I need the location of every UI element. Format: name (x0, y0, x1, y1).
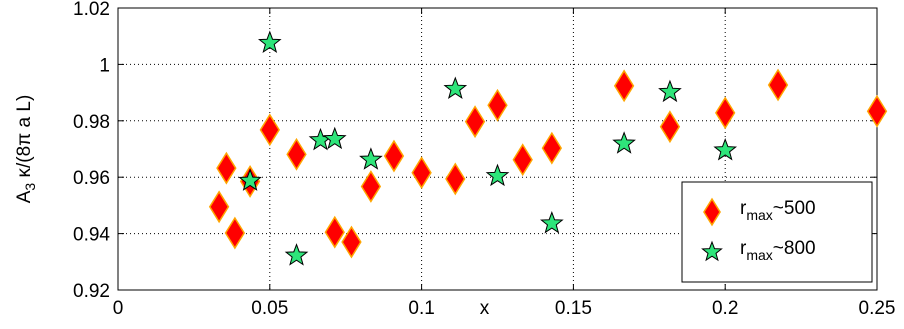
legend-box (681, 181, 873, 283)
data-point-star (284, 243, 309, 266)
x-tick-label: 0.1 (408, 298, 434, 319)
data-point-diamond (341, 225, 362, 259)
data-point-diamond (866, 94, 888, 128)
data-point-star (443, 76, 468, 99)
data-point-star (257, 30, 282, 54)
plot-frame (117, 7, 878, 291)
legend-marker-star (701, 240, 723, 262)
data-point-diamond (216, 151, 237, 185)
data-point-diamond (464, 105, 486, 139)
data-marks (208, 30, 888, 266)
x-tick-label: 0.25 (859, 298, 896, 319)
data-point-diamond (383, 139, 405, 173)
data-point-diamond (411, 156, 432, 190)
tick-labels: 0 0.05 0.1 0.15 0.2 0.25 0.92 0.94 0.96 0.98 1 1.02 (73, 0, 895, 319)
data-point-diamond (541, 131, 563, 165)
y-axis-label-sub: 3 (22, 183, 38, 191)
legend: rmax~500 rmax~800 (681, 181, 873, 283)
data-point-diamond (286, 137, 307, 171)
y-axis-label-tail: κ/(8π a L) (14, 95, 35, 183)
data-point-star (308, 127, 333, 151)
data-point-diamond (208, 190, 230, 224)
y-tick-label: 1.02 (73, 0, 110, 20)
data-point-star (322, 126, 347, 150)
x-tick-label: 0.15 (555, 298, 592, 319)
data-point-star (713, 137, 738, 161)
y-tick-label: 0.94 (73, 225, 110, 246)
data-point-diamond (659, 110, 681, 144)
data-point-diamond (715, 96, 736, 130)
data-point-diamond (224, 216, 246, 250)
x-tick-label: 0 (113, 298, 124, 319)
y-tick-label: 0.98 (73, 112, 110, 133)
data-point-diamond (487, 88, 508, 122)
y-tick-label: 0.96 (73, 168, 110, 189)
data-point-diamond (512, 143, 533, 177)
data-point-star (238, 168, 262, 191)
data-point-diamond (767, 68, 789, 102)
y-axis-label: A3 κ/(8π a L) (14, 95, 38, 204)
data-point-star (485, 163, 510, 187)
legend-label: rmax~500 (740, 198, 816, 223)
data-point-star (612, 131, 636, 154)
x-tick-label: 0.05 (251, 298, 288, 319)
data-point-diamond (613, 69, 635, 103)
data-point-star (540, 211, 564, 234)
data-point-diamond (324, 215, 345, 249)
y-tick-label: 1 (99, 55, 110, 76)
legend-label: rmax~800 (740, 238, 816, 263)
data-point-diamond (445, 162, 466, 196)
data-point-diamond (360, 170, 382, 203)
y-axis-label-main: A (14, 190, 35, 203)
legend-marker-diamond (703, 197, 721, 227)
x-tick-label: 0.2 (712, 298, 738, 319)
data-point-star (359, 147, 383, 170)
data-point-star (658, 79, 682, 103)
y-tick-label: 0.92 (73, 281, 110, 302)
data-point-diamond (259, 113, 280, 147)
x-axis-label: x (480, 298, 490, 319)
